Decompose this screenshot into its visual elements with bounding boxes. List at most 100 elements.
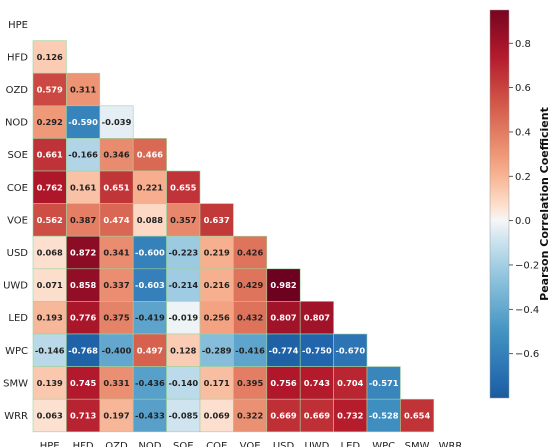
cell-value-label: 0.745	[70, 378, 96, 388]
x-tick-label-LED: LED	[341, 441, 361, 447]
heatmap-cell-WPC-UWD	[299, 333, 334, 367]
y-tick-label-NOD: NOD	[5, 118, 28, 129]
y-tick-label-SOE: SOE	[7, 150, 28, 161]
x-tick-label-WRR: WRR	[439, 441, 463, 447]
colorbar-tick-label: 0.8	[515, 39, 531, 50]
cell-value-label: -0.019	[168, 313, 198, 323]
cell-value-label: -0.223	[168, 248, 198, 258]
cell-value-label: 0.732	[337, 411, 363, 421]
heatmap-cell-WRR-VOE	[233, 398, 268, 433]
cell-value-label: 0.311	[70, 85, 96, 95]
colorbar-tick-label: 0.4	[515, 127, 531, 138]
heatmap-cell-WRR-HFD	[66, 398, 101, 433]
cell-value-label: 0.069	[204, 411, 230, 421]
cell-value-label: 0.762	[37, 182, 63, 192]
heatmap-cell-WPC-USD	[266, 333, 301, 367]
colorbar-tick-label: −0.2	[515, 260, 539, 271]
cell-value-label: -0.289	[202, 345, 232, 355]
cell-value-label: -0.768	[68, 345, 98, 355]
heatmap-cell-SOE-NOD	[132, 138, 167, 172]
cell-value-label: 0.432	[237, 313, 263, 323]
cell-value-label: 0.654	[404, 411, 430, 421]
cell-value-label: 0.331	[103, 378, 129, 388]
cell-value-label: -0.166	[68, 150, 98, 160]
colorbar-tick-label: 0.6	[515, 83, 531, 94]
colorbar-tick-label: −0.6	[515, 349, 539, 360]
cell-value-label: 0.071	[37, 280, 63, 290]
cell-value-label: 0.128	[170, 345, 196, 355]
heatmap-cell-WRR-UWD	[299, 398, 334, 433]
cell-value-label: 0.346	[103, 150, 129, 160]
cell-value-label: 0.776	[70, 313, 96, 323]
cell-value-label: -0.774	[269, 345, 299, 355]
cell-value-label: 0.387	[70, 215, 96, 225]
heatmap-cell-WPC-NOD	[132, 333, 167, 367]
cell-value-label: 0.426	[237, 248, 263, 258]
heatmap-cell-LED-NOD	[132, 301, 167, 335]
heatmap-cell-WPC-SOE	[166, 333, 201, 367]
heatmap-cell-SMW-HPE	[32, 366, 67, 400]
cell-value-label: 0.341	[103, 248, 129, 258]
heatmap-cell-USD-COE	[199, 235, 234, 270]
heatmap-cell-WRR-OZD	[99, 398, 134, 433]
cell-value-label: 0.126	[37, 52, 63, 62]
y-tick-label-VOE: VOE	[7, 215, 28, 226]
heatmap-cell-VOE-COE	[199, 203, 234, 237]
cell-value-label: 0.171	[204, 378, 230, 388]
cell-value-label: 0.088	[137, 215, 163, 225]
heatmap-cell-WRR-USD	[266, 398, 301, 433]
cell-value-label: -0.670	[335, 345, 365, 355]
heatmap-cell-VOE-NOD	[132, 203, 167, 237]
colorbar-ticks: −0.6 −0.4 −0.2 0.0 0.2 0.4 0.6 0.8	[509, 39, 539, 360]
heatmap-cell-VOE-OZD	[99, 203, 134, 237]
x-tick-label-NOD: NOD	[138, 441, 161, 447]
y-tick-label-COE: COE	[7, 183, 28, 194]
cell-value-label: 0.197	[103, 411, 129, 421]
heatmap-cell-VOE-HPE	[32, 203, 67, 237]
x-tick-label-WPC: WPC	[372, 441, 395, 447]
cell-value-label: 0.429	[237, 280, 263, 290]
cell-value-label: -0.419	[135, 313, 165, 323]
y-tick-label-HPE: HPE	[8, 20, 28, 31]
cell-value-label: -0.140	[168, 378, 198, 388]
y-tick-label-WRR: WRR	[4, 411, 28, 422]
heatmap-cell-USD-NOD	[132, 235, 167, 270]
heatmap-cell-WRR-SMW	[400, 398, 435, 433]
cell-value-label: 0.068	[37, 248, 63, 258]
heatmap-cell-NOD-OZD	[99, 105, 134, 139]
y-tick-labels: HPE HFD OZD NOD SOE COE VOE USD UWD LED WPC SMW WRR	[3, 20, 28, 422]
cell-value-label: 0.661	[37, 150, 63, 160]
colorbar-tick-label: 0.2	[515, 172, 531, 183]
heatmap-cell-LED-VOE	[233, 301, 268, 335]
cell-value-label: 0.713	[70, 411, 96, 421]
x-tick-label-VOE: VOE	[240, 441, 261, 447]
y-tick-label-HFD: HFD	[7, 52, 28, 63]
cell-value-label: -0.603	[135, 280, 165, 290]
heatmap-cell-WPC-HPE	[32, 333, 67, 367]
cell-value-label: 0.466	[137, 150, 163, 160]
x-tick-label-SOE: SOE	[173, 441, 194, 447]
heatmap-cell-UWD-USD	[266, 268, 301, 302]
cell-value-label: -0.400	[102, 345, 132, 355]
cell-value-label: 0.579	[37, 85, 63, 95]
heatmap-cell-WPC-HFD	[66, 333, 101, 367]
colorbar-tick-label: 0.0	[515, 216, 531, 227]
heatmap-cell-LED-UWD	[299, 301, 334, 335]
cell-value-label: 0.063	[37, 411, 63, 421]
cell-value-label: 0.256	[204, 313, 230, 323]
heatmap-cell-WRR-NOD	[132, 398, 167, 433]
cell-value-label: -0.146	[35, 345, 65, 355]
x-tick-label-HPE: HPE	[40, 441, 60, 447]
x-tick-labels: HPE HFD OZD NOD SOE COE VOE USD UWD LED WPC SMW WRR	[40, 441, 463, 447]
cell-value-label: -0.416	[235, 345, 265, 355]
heatmap-cell-VOE-HFD	[66, 203, 101, 237]
heatmap-cell-LED-HPE	[32, 301, 67, 335]
heatmap-cell-USD-HFD	[66, 235, 101, 270]
cell-value-label: 0.743	[304, 378, 330, 388]
y-tick-label-UWD: UWD	[3, 281, 28, 292]
y-tick-label-WPC: WPC	[5, 346, 28, 357]
heatmap-cell-OZD-HFD	[66, 72, 101, 107]
heatmap-cell-LED-COE	[199, 301, 234, 335]
heatmap-cell-WRR-LED	[333, 398, 368, 433]
heatmap-cell-OZD-HPE	[32, 72, 67, 107]
